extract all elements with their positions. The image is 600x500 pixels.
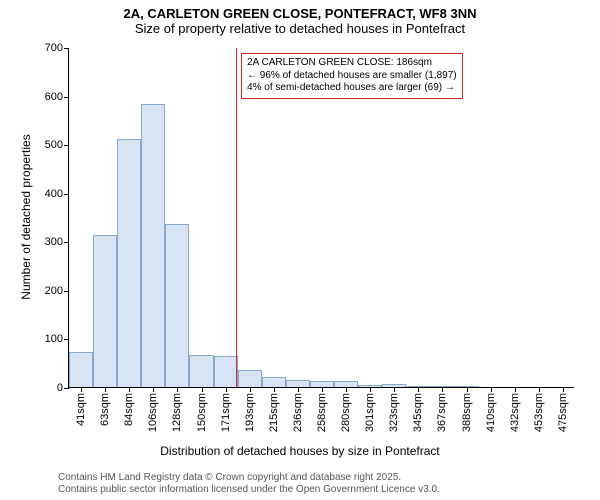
x-tick-label: 215sqm	[268, 393, 280, 432]
x-tick-mark	[491, 387, 492, 392]
x-tick-label: 258sqm	[316, 393, 328, 432]
x-tick-mark	[322, 387, 323, 392]
annotation-line: 2A CARLETON GREEN CLOSE: 186sqm	[247, 57, 457, 70]
y-tick-label: 500	[45, 139, 63, 151]
chart-footer: Contains HM Land Registry data © Crown c…	[58, 472, 440, 496]
histogram-bar	[189, 355, 213, 387]
x-tick-mark	[298, 387, 299, 392]
x-tick-label: 171sqm	[220, 393, 232, 432]
x-tick-mark	[81, 387, 82, 392]
x-tick-mark	[274, 387, 275, 392]
y-tick-label: 400	[45, 188, 63, 200]
footer-line2: Contains public sector information licen…	[58, 484, 440, 496]
x-tick-label: 280sqm	[340, 393, 352, 432]
chart-title-line1: 2A, CARLETON GREEN CLOSE, PONTEFRACT, WF…	[0, 6, 600, 21]
histogram-bar	[310, 381, 334, 387]
histogram-bar	[238, 370, 262, 387]
x-tick-label: 410sqm	[485, 393, 497, 432]
x-tick-label: 301sqm	[364, 393, 376, 432]
y-tick-mark	[64, 291, 69, 292]
annotation-line: ← 96% of detached houses are smaller (1,…	[247, 70, 457, 83]
x-tick-mark	[442, 387, 443, 392]
x-tick-label: 41sqm	[75, 393, 87, 426]
x-tick-mark	[250, 387, 251, 392]
x-tick-mark	[129, 387, 130, 392]
y-tick-mark	[64, 242, 69, 243]
y-tick-mark	[64, 194, 69, 195]
x-tick-mark	[202, 387, 203, 392]
x-tick-mark	[226, 387, 227, 392]
x-tick-mark	[153, 387, 154, 392]
y-tick-mark	[64, 145, 69, 146]
annotation-line: 4% of semi-detached houses are larger (6…	[247, 82, 457, 95]
x-tick-mark	[177, 387, 178, 392]
chart-title-line2: Size of property relative to detached ho…	[0, 21, 600, 36]
histogram-bar	[214, 356, 238, 387]
chart-plot-area: 010020030040050060070041sqm63sqm84sqm106…	[68, 48, 574, 388]
x-tick-label: 432sqm	[509, 393, 521, 432]
histogram-bar	[455, 386, 479, 387]
y-tick-mark	[64, 97, 69, 98]
x-tick-mark	[418, 387, 419, 392]
histogram-bar	[358, 385, 382, 387]
histogram-bar	[165, 224, 189, 387]
x-tick-label: 84sqm	[123, 393, 135, 426]
histogram-bar	[117, 139, 141, 387]
annotation-box: 2A CARLETON GREEN CLOSE: 186sqm← 96% of …	[241, 53, 463, 99]
y-tick-label: 200	[45, 285, 63, 297]
x-tick-mark	[563, 387, 564, 392]
x-tick-label: 63sqm	[99, 393, 111, 426]
histogram-bar	[286, 380, 310, 387]
x-tick-mark	[515, 387, 516, 392]
histogram-bar	[382, 384, 406, 387]
x-tick-mark	[467, 387, 468, 392]
y-tick-mark	[64, 388, 69, 389]
y-tick-mark	[64, 48, 69, 49]
histogram-bar	[93, 235, 117, 387]
histogram-bar	[262, 377, 286, 387]
x-tick-label: 475sqm	[557, 393, 569, 432]
x-tick-label: 106sqm	[147, 393, 159, 432]
histogram-bar	[334, 381, 358, 387]
x-tick-mark	[346, 387, 347, 392]
histogram-bar	[69, 352, 93, 387]
y-tick-label: 100	[45, 333, 63, 345]
y-tick-mark	[64, 339, 69, 340]
x-axis-label: Distribution of detached houses by size …	[0, 444, 600, 458]
y-tick-label: 300	[45, 236, 63, 248]
x-tick-mark	[394, 387, 395, 392]
x-tick-label: 345sqm	[412, 393, 424, 432]
y-tick-label: 0	[57, 382, 63, 394]
x-tick-mark	[105, 387, 106, 392]
y-axis-label: Number of detached properties	[19, 127, 33, 307]
histogram-bar	[141, 104, 165, 387]
x-tick-label: 150sqm	[196, 393, 208, 432]
x-tick-label: 453sqm	[533, 393, 545, 432]
x-tick-label: 236sqm	[292, 393, 304, 432]
y-tick-label: 600	[45, 91, 63, 103]
x-tick-label: 128sqm	[171, 393, 183, 432]
histogram-bar	[406, 386, 430, 387]
x-tick-label: 323sqm	[388, 393, 400, 432]
x-tick-mark	[539, 387, 540, 392]
footer-line1: Contains HM Land Registry data © Crown c…	[58, 472, 440, 484]
x-tick-mark	[370, 387, 371, 392]
marker-vertical-line	[236, 48, 237, 387]
x-tick-label: 367sqm	[436, 393, 448, 432]
y-tick-label: 700	[45, 42, 63, 54]
x-tick-label: 193sqm	[244, 393, 256, 432]
histogram-bar	[430, 386, 454, 387]
x-tick-label: 388sqm	[461, 393, 473, 432]
